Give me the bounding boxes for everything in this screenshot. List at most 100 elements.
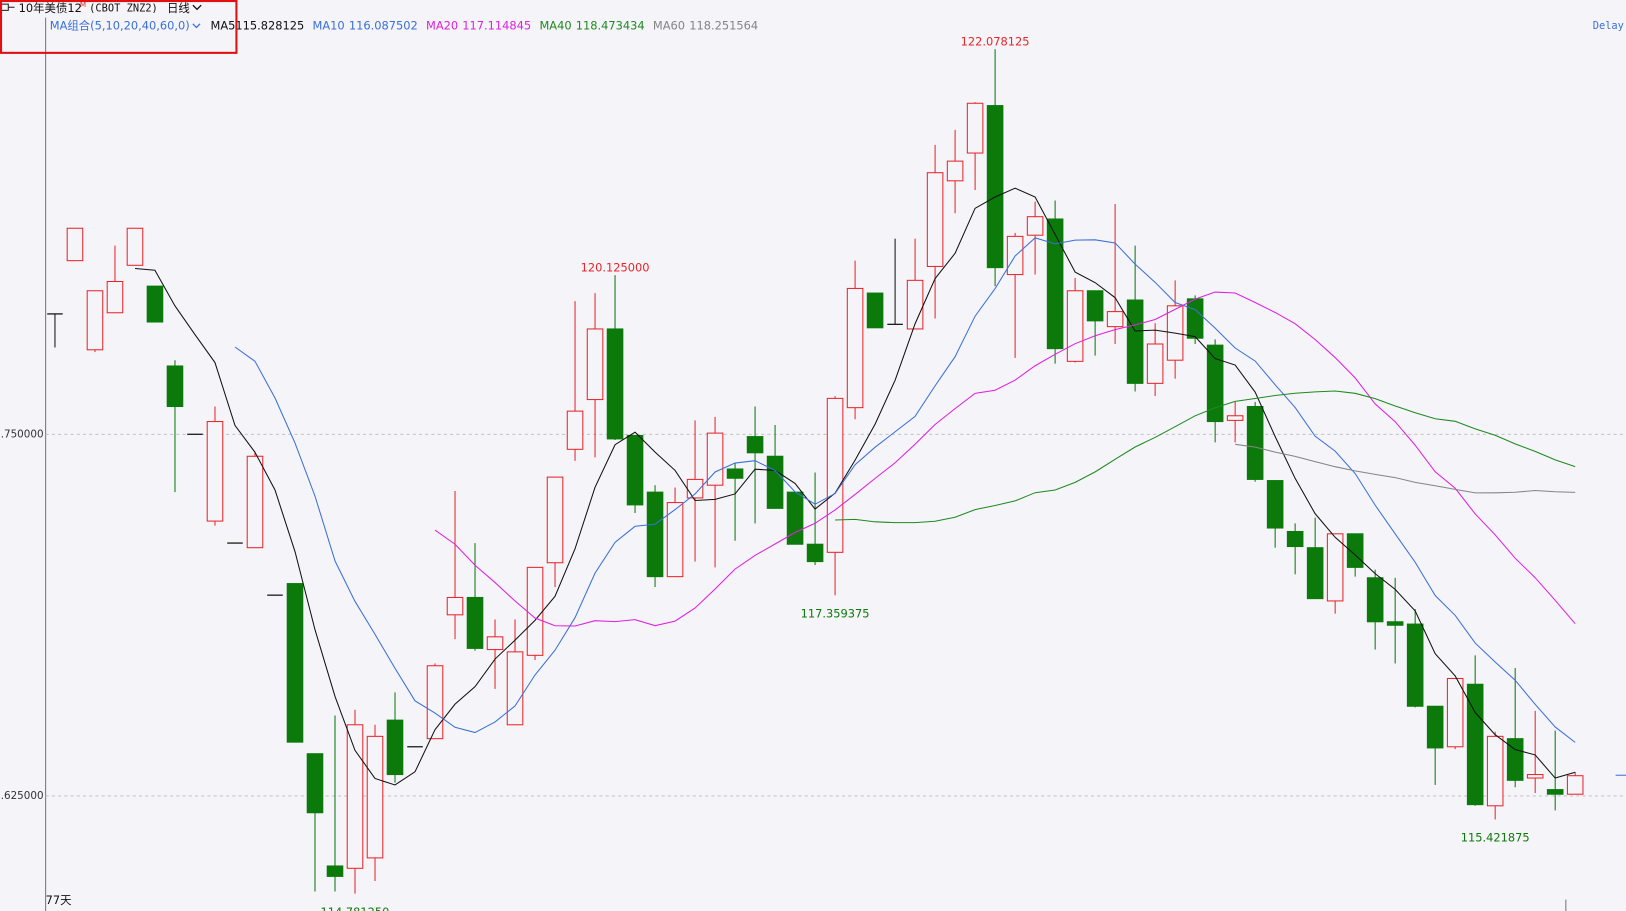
candle-body [646, 491, 664, 578]
legend-value: 118.473434 [576, 18, 645, 32]
candle-body [566, 410, 584, 450]
candle-body [746, 436, 764, 454]
candle-body [366, 735, 384, 859]
extreme-label: 115.421875 [1461, 831, 1530, 845]
candle-body [826, 397, 844, 553]
candle-body [1106, 311, 1124, 328]
period-selector[interactable]: 日线 [167, 1, 190, 15]
period-dropdown-icon[interactable] [192, 4, 202, 11]
candle-body [586, 328, 604, 401]
candle-body [846, 287, 864, 409]
legend-value: 117.114845 [462, 18, 531, 32]
ma-line [434, 291, 1576, 627]
legend-name: MA10 [313, 18, 345, 32]
candle-body [1066, 290, 1084, 362]
candle-body [1386, 621, 1404, 626]
y-tick-label: 115.625000 [0, 790, 44, 802]
candle-body [506, 651, 524, 726]
legend-value: 115.828125 [235, 18, 304, 32]
ma-line [1235, 443, 1576, 494]
candle-body [626, 434, 644, 506]
y-tick-label: 118.750000 [0, 428, 44, 440]
candle-body [346, 724, 364, 869]
candle-body [866, 292, 884, 329]
candle-body [86, 290, 104, 351]
candle-body [526, 566, 544, 656]
candle-body [466, 596, 484, 649]
candle-body [1146, 343, 1164, 384]
candle-body [946, 160, 964, 182]
extreme-label: 120.125000 [581, 260, 650, 274]
candle-body [1306, 547, 1324, 600]
candle-body [1366, 577, 1384, 623]
extreme-label: 122.078125 [961, 34, 1030, 48]
legend-name: MA5 [211, 18, 236, 32]
candle-body [706, 432, 724, 486]
candle-body [1526, 774, 1544, 779]
candle-body [606, 328, 624, 440]
candle-body [166, 365, 184, 408]
candle-body [386, 719, 404, 776]
candle-body [246, 455, 264, 549]
candle-body [1486, 735, 1504, 807]
legend-value: 118.251564 [689, 18, 758, 32]
legend: MA5 115.828125 MA10 116.087502 MA20 117.11484… [211, 18, 759, 32]
legend-name: MA60 [653, 18, 685, 32]
legend-name: MA20 [426, 18, 458, 32]
instrument-symbol: (CBOT ZNZ2) [89, 2, 158, 14]
candle-body [106, 280, 124, 314]
candle-body [1506, 738, 1524, 781]
legend-name: MA40 [539, 18, 571, 32]
legend-value: 116.087502 [349, 18, 418, 32]
candle-body [546, 476, 564, 564]
candle-body [1566, 775, 1584, 795]
candle-body [286, 583, 304, 743]
candle-body [1226, 415, 1244, 421]
candle-body [986, 105, 1004, 269]
header: 10年美债12 M (CBOT ZNZ2) 日线 MA组合(5,10,20,40… [0, 0, 1624, 54]
extreme-label: 117.359375 [801, 606, 870, 620]
candle-body [326, 865, 344, 877]
highlight-box [0, 0, 238, 54]
candle-body [1246, 405, 1264, 480]
plot: 115.625000 118.750000 122.078125 120.125000… [0, 34, 1626, 911]
candle-body [306, 753, 324, 814]
candle-body [1446, 677, 1464, 748]
candle-body [1546, 789, 1564, 795]
candle-body [146, 285, 164, 323]
candle-body [726, 468, 744, 479]
candle-body [806, 543, 824, 563]
candle-body [786, 491, 804, 545]
instrument-name: 10年美债12 [19, 1, 82, 15]
candle-body [446, 596, 464, 616]
candle-body [1466, 683, 1484, 806]
delay-label: Delay [1593, 20, 1624, 32]
candle-body [486, 636, 504, 651]
candle-body [66, 227, 84, 262]
candle-body [206, 421, 224, 522]
candle-body [1426, 705, 1444, 749]
candle-body [1286, 530, 1304, 548]
instrument-superscript: M [80, 0, 86, 9]
bar-count-label: 77天 [46, 893, 72, 907]
candle-body [1186, 298, 1204, 339]
candle-body [1406, 623, 1424, 707]
candle-body [126, 227, 144, 266]
candle-body [1086, 290, 1104, 322]
candle-body [1126, 299, 1144, 384]
candle-body [426, 665, 444, 740]
extreme-label: 114.781250 [321, 905, 390, 911]
candle-body [1206, 344, 1224, 423]
indicator-dropdown-icon[interactable] [192, 23, 201, 29]
candle-body [926, 172, 944, 267]
candle-body [766, 455, 784, 509]
indicator-selector[interactable]: MA组合(5,10,20,40,60,0) [50, 18, 190, 32]
candle-body [966, 102, 984, 154]
candle-body [1266, 480, 1284, 529]
ma-line [134, 187, 1576, 786]
candle-body [1046, 218, 1064, 350]
candle-body [1026, 216, 1044, 236]
